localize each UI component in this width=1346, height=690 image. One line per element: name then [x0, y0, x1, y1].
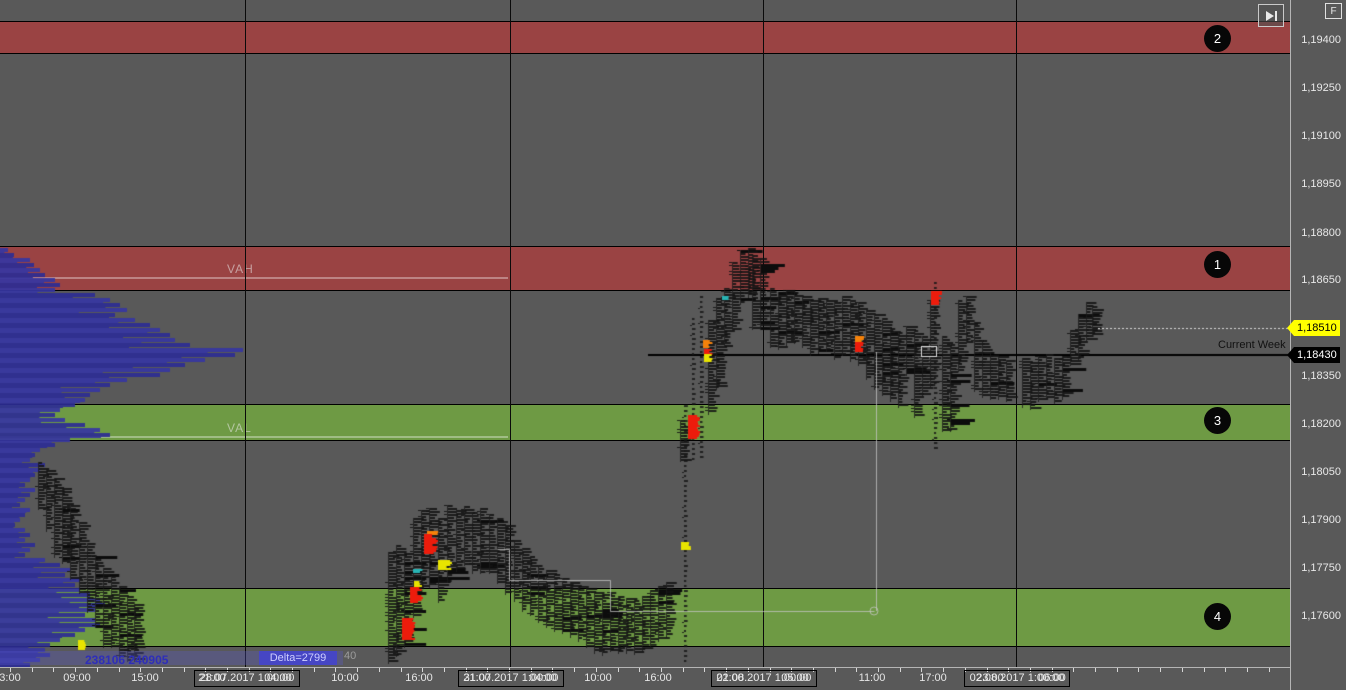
time-axis-tick — [683, 668, 684, 672]
week-open-price-tag: 1,18430 — [1287, 347, 1340, 363]
price-axis-label: 1,17750 — [1301, 562, 1341, 574]
zone-marker-1[interactable]: 1 — [1204, 251, 1231, 278]
time-axis-tick — [1073, 668, 1074, 672]
time-axis-tick — [921, 668, 922, 672]
time-axis-label: 04:00 — [264, 672, 292, 684]
time-axis-tick — [422, 668, 423, 672]
time-axis-tick — [184, 668, 185, 672]
time-axis-tick — [119, 668, 120, 672]
time-axis-label: 10:00 — [584, 672, 612, 684]
price-axis-label: 1,18350 — [1301, 370, 1341, 382]
fit-scale-button[interactable]: F — [1325, 3, 1342, 19]
time-axis-tick — [1182, 668, 1183, 672]
time-axis-label: 16:00 — [644, 672, 672, 684]
zone-marker-2[interactable]: 2 — [1204, 25, 1231, 52]
price-axis-label: 1,18800 — [1301, 227, 1341, 239]
time-axis-tick — [1225, 668, 1226, 672]
time-axis-label: 04:00 — [529, 672, 557, 684]
time-axis-tick — [444, 668, 445, 672]
time-axis-label: 05:00 — [781, 672, 809, 684]
time-axis-tick — [401, 668, 402, 672]
tag-arrow-icon — [1287, 347, 1294, 363]
time-axis-label: 21:00 — [463, 672, 491, 684]
time-axis-tick — [878, 668, 879, 672]
play-to-end-icon-bar — [1274, 10, 1277, 21]
time-axis-tick — [75, 668, 76, 672]
session-start-label: 01.08.2017 1:00:00 — [711, 670, 817, 687]
time-axis-tick — [835, 668, 836, 672]
time-axis-tick — [1095, 668, 1096, 672]
time-axis-label: 21:00 — [198, 672, 226, 684]
price-axis[interactable]: F 1,18510 1,18430 1,19400 1,19250 1,19100 1… — [1287, 0, 1346, 690]
time-axis-label: 22:00 — [716, 672, 744, 684]
time-axis-tick — [1138, 668, 1139, 672]
zone-marker-4[interactable]: 4 — [1204, 603, 1231, 630]
price-axis-label: 1,17900 — [1301, 514, 1341, 526]
tag-arrow-icon — [1287, 320, 1294, 336]
time-axis-tick — [596, 668, 597, 672]
time-axis-tick — [856, 668, 857, 672]
play-to-end-icon — [1265, 10, 1274, 21]
time-axis-tick — [357, 668, 358, 672]
time-axis-tick — [900, 668, 901, 672]
session-volume-totals: 238106 240905 — [85, 653, 169, 667]
time-axis-tick — [1117, 668, 1118, 672]
time-axis-tick — [162, 668, 163, 672]
time-axis-tick — [335, 668, 336, 672]
session-start-label: 02.08.2017 1:00:00 — [964, 670, 1070, 687]
time-axis-label: 15:00 — [131, 672, 159, 684]
time-axis-tick — [704, 668, 705, 672]
bar-volume-value: 40 — [344, 650, 357, 662]
go-to-latest-button[interactable] — [1258, 4, 1284, 27]
time-axis-tick — [97, 668, 98, 672]
time-axis-tick — [574, 668, 575, 672]
time-axis-tick — [314, 668, 315, 672]
price-axis-label: 1,19400 — [1301, 34, 1341, 46]
current-week-label: Current Week — [1218, 339, 1286, 351]
time-axis-label: 17:00 — [919, 672, 947, 684]
time-axis-tick — [1247, 668, 1248, 672]
session-start-label: 28.07.2017 1:00:00 — [194, 670, 300, 687]
time-axis-label: 23:00 — [976, 672, 1004, 684]
time-axis-label: 11:00 — [858, 672, 886, 684]
time-axis-tick — [943, 668, 944, 672]
price-axis-label: 1,19250 — [1301, 82, 1341, 94]
time-axis-label: 09:00 — [63, 672, 91, 684]
footprint-volume-bar — [0, 651, 343, 665]
price-axis-label: 1,18050 — [1301, 466, 1341, 478]
time-axis-tick — [639, 668, 640, 672]
time-axis-tick — [661, 668, 662, 672]
clusters-and-profile-canvas — [0, 0, 1290, 667]
time-axis-label: 3:00 — [0, 672, 21, 684]
price-axis-label: 1,18200 — [1301, 418, 1341, 430]
session-start-label: 31.07.2017 1:00:00 — [458, 670, 564, 687]
price-axis-label: 1,19100 — [1301, 130, 1341, 142]
time-axis[interactable]: 3:00 09:00 15:00 21:00 04:00 10:00 16:00 21:00 0… — [0, 667, 1290, 690]
zone-marker-3[interactable]: 3 — [1204, 407, 1231, 434]
time-axis-tick — [32, 668, 33, 672]
time-axis-tick — [1269, 668, 1270, 672]
time-axis-label: 06:00 — [1038, 672, 1066, 684]
time-axis-tick — [1204, 668, 1205, 672]
time-axis-tick — [618, 668, 619, 672]
time-axis-tick — [53, 668, 54, 672]
time-axis-tick — [379, 668, 380, 672]
current-price-tag: 1,18510 — [1287, 320, 1340, 336]
price-axis-label: 1,18650 — [1301, 274, 1341, 286]
price-axis-label: 1,17600 — [1301, 610, 1341, 622]
time-axis-tick — [140, 668, 141, 672]
time-axis-label: 10:00 — [331, 672, 359, 684]
time-axis-tick — [1160, 668, 1161, 672]
time-axis-tick — [10, 668, 11, 672]
time-axis-label: 16:00 — [405, 672, 433, 684]
price-axis-label: 1,18950 — [1301, 178, 1341, 190]
delta-value-badge: Delta=2799 — [259, 651, 337, 665]
